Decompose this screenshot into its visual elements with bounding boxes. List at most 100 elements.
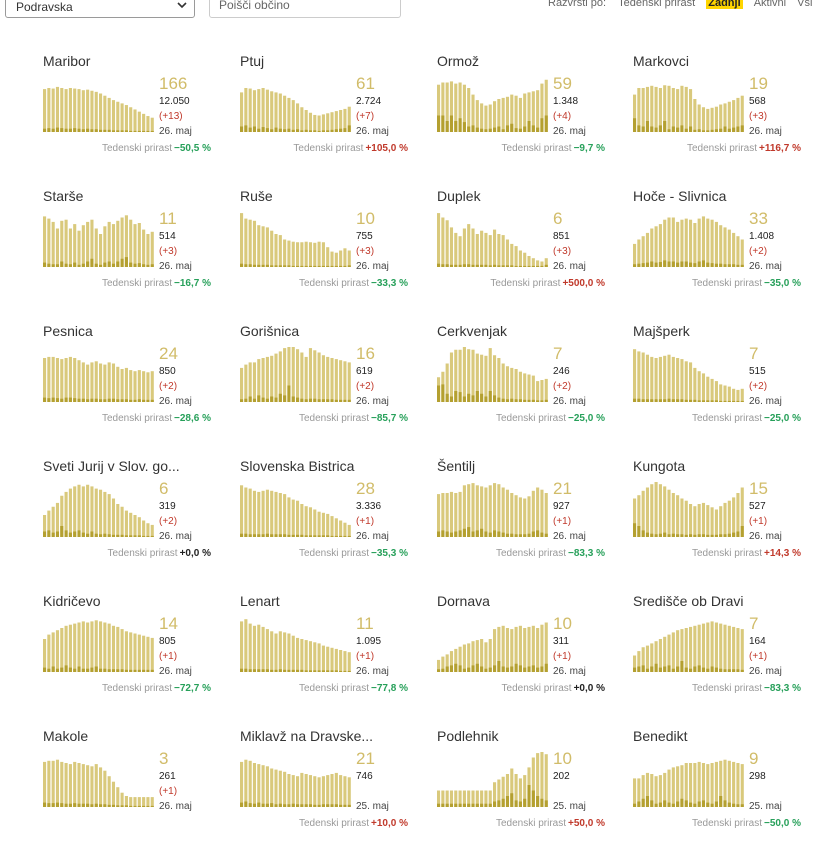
- spark-bar-new: [326, 535, 330, 537]
- trend-sparkline: [633, 759, 744, 807]
- municipality-card[interactable]: Markovci 19 568 (+3) 26. maj Tedenski prirast…: [633, 47, 823, 177]
- spark-bar-new: [317, 670, 321, 672]
- spark-bar-new: [523, 534, 527, 537]
- municipality-card[interactable]: Dornava 10 311 (+1) 26. maj Tedenski prirast +…: [437, 587, 627, 717]
- spark-bar-new: [719, 263, 723, 267]
- municipality-card[interactable]: Slovenska Bistrica 28 3.336 (+1) 26. maj Tede…: [240, 452, 430, 582]
- spark-bar: [437, 494, 441, 537]
- sort-option-active[interactable]: Aktivni: [753, 0, 787, 9]
- spark-bar: [60, 88, 64, 132]
- municipality-card[interactable]: Starše 11 514 (+3) 26. maj Tedenski prirast −1…: [43, 182, 233, 312]
- spark-bar: [441, 217, 445, 267]
- search-input[interactable]: [219, 0, 389, 12]
- spark-bar-new: [671, 261, 675, 267]
- spark-bar: [701, 763, 706, 807]
- municipality-card[interactable]: Podlehnik 10 202 25. maj Tedenski prirast +50…: [437, 722, 627, 852]
- spark-bar: [467, 643, 471, 672]
- municipality-card[interactable]: Pesnica 24 850 (+2) 26. maj Tedenski prirast −…: [43, 317, 233, 447]
- municipality-card[interactable]: Gorišnica 16 619 (+2) 26. maj Tedenski priras…: [240, 317, 430, 447]
- spark-bar: [445, 220, 449, 267]
- total-cases: 805: [159, 636, 176, 647]
- spark-bar-new: [706, 534, 710, 537]
- municipality-card[interactable]: Benedikt 9 298 25. maj Tedenski prirast −50,0…: [633, 722, 823, 852]
- spark-bar: [637, 495, 641, 537]
- spark-bar-new: [467, 126, 471, 132]
- municipality-name: Sveti Jurij v Slov. go...: [43, 458, 180, 474]
- spark-bar-new: [296, 397, 300, 402]
- sort-option-weekly-growth[interactable]: Tedenski prirast: [618, 0, 696, 9]
- spark-bar: [650, 643, 654, 672]
- spark-bar-new: [339, 804, 343, 807]
- weekly-growth-value: −50,0 %: [764, 818, 801, 829]
- municipality-card[interactable]: Ruše 10 755 (+3) 26. maj Tedenski prirast −33,…: [240, 182, 430, 312]
- spark-bar-new: [727, 400, 731, 402]
- spark-bar-new: [441, 384, 445, 402]
- sort-label: Razvrsti po:: [548, 0, 607, 9]
- municipality-card[interactable]: Kungota 15 527 (+1) 26. maj Tedenski prirast +…: [633, 452, 823, 582]
- municipality-card[interactable]: Miklavž na Dravske... 21 746 25. maj Tedensk…: [240, 722, 430, 852]
- spark-bar-new: [650, 126, 654, 132]
- weekly-growth-value: −83,3 %: [568, 548, 605, 559]
- spark-bar-new: [467, 264, 471, 267]
- spark-bar: [663, 636, 667, 672]
- municipality-card[interactable]: Maribor 166 12.050 (+13) 26. maj Tedenski pri…: [43, 47, 233, 177]
- municipality-card[interactable]: Šentilj 21 927 (+1) 26. maj Tedenski prirast −…: [437, 452, 627, 582]
- spark-bar-new: [637, 398, 641, 402]
- spark-bar-new: [727, 802, 731, 807]
- spark-bar: [94, 228, 98, 267]
- spark-bar: [637, 651, 641, 672]
- sort-option-all[interactable]: Vsi: [797, 0, 813, 9]
- spark-bar-new: [334, 265, 338, 267]
- active-cases: 7: [749, 614, 759, 633]
- spark-bar: [689, 626, 693, 672]
- spark-bar: [650, 774, 654, 807]
- spark-bar: [283, 494, 287, 537]
- municipality-name: Benedikt: [633, 728, 688, 744]
- spark-bar-new: [150, 669, 154, 672]
- spark-bar: [540, 380, 544, 402]
- spark-bar: [736, 763, 740, 807]
- weekly-growth: Tedenski prirast −50,5 %: [102, 143, 211, 154]
- spark-bar-new: [321, 265, 325, 267]
- spark-bar-new: [111, 263, 116, 267]
- spark-bar: [536, 90, 540, 132]
- municipality-card[interactable]: Sveti Jurij v Slov. go... 6 319 (+2) 26. maj…: [43, 452, 233, 582]
- spark-bar-new: [73, 531, 77, 537]
- search-field[interactable]: [209, 0, 401, 18]
- weekly-growth-value: +0,0 %: [573, 683, 605, 694]
- spark-bar-new: [736, 400, 740, 402]
- municipality-card[interactable]: Duplek 6 851 (+3) 26. maj Tedenski prirast +50…: [437, 182, 627, 312]
- spark-bar-new: [103, 129, 107, 132]
- spark-bar: [693, 763, 697, 807]
- spark-bar: [637, 239, 641, 267]
- spark-bar-new: [454, 121, 458, 132]
- spark-bar-new: [637, 526, 641, 537]
- municipality-card[interactable]: Kidričevo 14 805 (+1) 26. maj Tedenski priras…: [43, 587, 233, 717]
- spark-bar-new: [103, 533, 107, 537]
- last-update-date: 26. maj: [749, 531, 782, 542]
- weekly-growth: Tedenski prirast −28,6 %: [102, 413, 211, 424]
- spark-bar: [475, 353, 479, 402]
- spark-bar-new: [510, 123, 514, 132]
- spark-bar-new: [523, 265, 527, 267]
- weekly-growth: Tedenski prirast +0,0 %: [502, 683, 605, 694]
- municipality-card[interactable]: Središče ob Dravi 7 164 (+1) 26. maj Tedenski…: [633, 587, 823, 717]
- region-select[interactable]: Podravska: [5, 0, 195, 18]
- spark-bar: [137, 223, 141, 267]
- municipality-card[interactable]: Cerkvenjak 7 246 (+2) 26. maj Tedenski priras…: [437, 317, 627, 447]
- municipality-card[interactable]: Ptuj 61 2.724 (+7) 26. maj Tedenski prirast +1…: [240, 47, 430, 177]
- municipality-card[interactable]: Lenart 11 1.095 (+1) 26. maj Tedenski prirast…: [240, 587, 430, 717]
- spark-bar-new: [740, 264, 744, 267]
- spark-bar-new: [633, 803, 637, 807]
- sort-option-latest[interactable]: Zadnji: [706, 0, 743, 9]
- spark-bar: [300, 242, 304, 267]
- municipality-card[interactable]: Hoče - Slivnica 33 1.408 (+2) 26. maj Tedensk…: [633, 182, 823, 312]
- spark-bar: [60, 495, 64, 537]
- municipality-card[interactable]: Makole 3 261 (+1) 26. maj: [43, 722, 233, 852]
- spark-bar: [55, 630, 60, 672]
- spark-bar: [330, 251, 334, 267]
- municipality-card[interactable]: Ormož 59 1.348 (+4) 26. maj Tedenski prirast −…: [437, 47, 627, 177]
- spark-bar-new: [107, 129, 111, 132]
- spark-bar: [103, 622, 107, 672]
- municipality-card[interactable]: Majšperk 7 515 (+2) 26. maj Tedenski prirast −…: [633, 317, 823, 447]
